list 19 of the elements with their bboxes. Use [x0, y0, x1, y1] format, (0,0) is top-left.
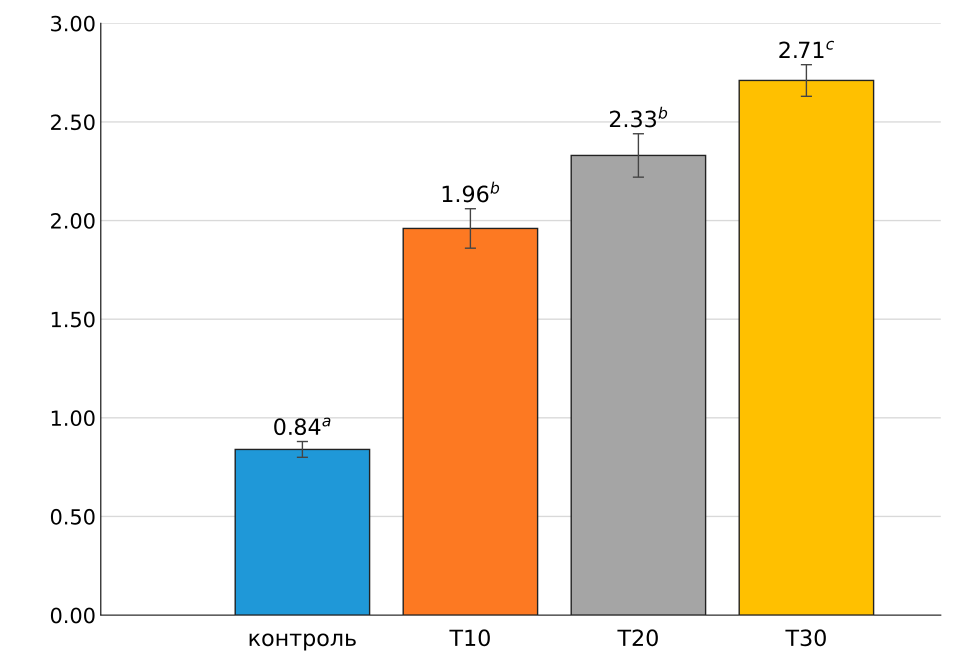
y-tick-label: 3.00: [51, 16, 95, 32]
data-label: 1.96$^{b}$: [442, 182, 500, 202]
y-tick-label: 0.50: [50, 508, 95, 525]
data-label: 0.84$^{a}$: [274, 418, 330, 436]
x-tick-label: T30: [785, 629, 826, 646]
bar: [234, 448, 370, 616]
x-tick-label: T10: [449, 629, 490, 646]
data-label: 2.71$^{c}$: [779, 40, 834, 58]
bar: [570, 154, 706, 616]
bar: [402, 228, 538, 616]
bar: [738, 80, 874, 616]
y-tick-label: 0.00: [50, 608, 95, 624]
x-tick-label: контроль: [250, 633, 356, 651]
y-tick-label: 2.00: [51, 213, 95, 229]
x-tick-label: T20: [617, 629, 658, 646]
y-tick-label: 2.50: [51, 114, 95, 130]
y-tick-label: 1.00: [52, 410, 95, 426]
y-tick-label: 1.50: [52, 312, 95, 328]
data-label: 2.33$^{b}$: [610, 106, 668, 128]
